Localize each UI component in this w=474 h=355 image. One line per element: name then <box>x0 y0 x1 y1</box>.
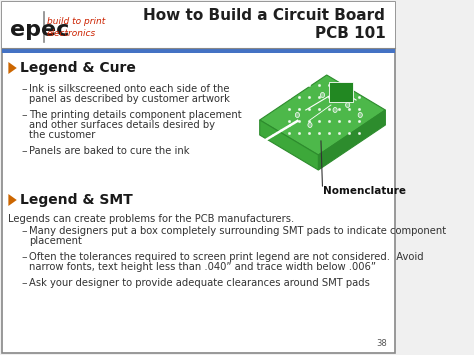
FancyBboxPatch shape <box>2 2 395 353</box>
Circle shape <box>358 113 362 118</box>
Polygon shape <box>319 110 385 170</box>
Text: Ask your designer to provide adequate clearances around SMT pads: Ask your designer to provide adequate cl… <box>29 278 370 288</box>
Text: Legends can create problems for the PCB manufacturers.: Legends can create problems for the PCB … <box>9 214 295 224</box>
Text: –: – <box>22 252 27 262</box>
Text: Panels are baked to cure the ink: Panels are baked to cure the ink <box>29 146 190 156</box>
Text: –: – <box>22 278 27 288</box>
Circle shape <box>333 108 337 113</box>
Polygon shape <box>260 120 319 170</box>
Text: epec: epec <box>10 20 69 40</box>
Text: placement: placement <box>29 236 82 246</box>
Text: Ink is silkscreened onto each side of the: Ink is silkscreened onto each side of th… <box>29 84 230 94</box>
Text: electronics: electronics <box>47 29 96 38</box>
Text: –: – <box>22 146 27 156</box>
Bar <box>329 82 353 102</box>
Circle shape <box>320 93 325 98</box>
Text: PCB 101: PCB 101 <box>315 27 385 42</box>
Text: the customer: the customer <box>29 130 96 140</box>
Circle shape <box>308 122 312 127</box>
Text: Legend & Cure: Legend & Cure <box>20 61 136 75</box>
Circle shape <box>346 103 350 108</box>
Text: 38: 38 <box>376 339 387 348</box>
Polygon shape <box>260 75 385 155</box>
Bar <box>2 48 395 53</box>
Text: Many designers put a box completely surrounding SMT pads to indicate component: Many designers put a box completely surr… <box>29 226 447 236</box>
Text: –: – <box>22 110 27 120</box>
Circle shape <box>295 113 300 118</box>
Text: and other surfaces details desired by: and other surfaces details desired by <box>29 120 215 130</box>
Polygon shape <box>9 62 17 74</box>
Text: The printing details component placement: The printing details component placement <box>29 110 242 120</box>
Polygon shape <box>9 194 17 206</box>
Text: Nomenclature: Nomenclature <box>322 186 406 196</box>
Text: –: – <box>22 84 27 94</box>
Text: Legend & SMT: Legend & SMT <box>20 193 133 207</box>
Text: narrow fonts, text height less than .040” and trace width below .006”: narrow fonts, text height less than .040… <box>29 262 376 272</box>
Bar <box>2 2 395 48</box>
Text: How to Build a Circuit Board: How to Build a Circuit Board <box>144 9 385 23</box>
Text: –: – <box>22 226 27 236</box>
Text: build to print: build to print <box>47 17 105 27</box>
Text: panel as described by customer artwork: panel as described by customer artwork <box>29 94 230 104</box>
Text: Often the tolerances required to screen print legend are not considered.  Avoid: Often the tolerances required to screen … <box>29 252 424 262</box>
